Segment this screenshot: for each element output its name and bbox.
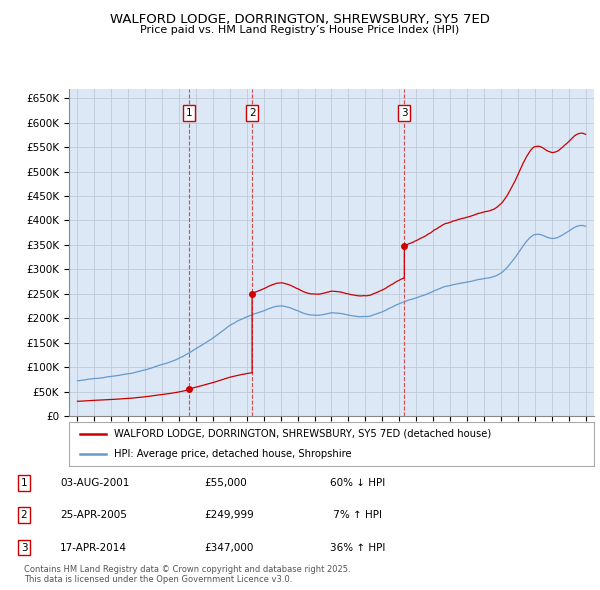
Text: £249,999: £249,999 xyxy=(204,510,254,520)
Text: 3: 3 xyxy=(20,543,28,552)
Text: WALFORD LODGE, DORRINGTON, SHREWSBURY, SY5 7ED (detached house): WALFORD LODGE, DORRINGTON, SHREWSBURY, S… xyxy=(113,429,491,439)
Text: 36% ↑ HPI: 36% ↑ HPI xyxy=(330,543,385,552)
Text: 2: 2 xyxy=(20,510,28,520)
Text: 3: 3 xyxy=(401,108,407,118)
Text: £347,000: £347,000 xyxy=(204,543,253,552)
Text: HPI: Average price, detached house, Shropshire: HPI: Average price, detached house, Shro… xyxy=(113,449,351,459)
Text: 1: 1 xyxy=(20,478,28,487)
Text: Price paid vs. HM Land Registry’s House Price Index (HPI): Price paid vs. HM Land Registry’s House … xyxy=(140,25,460,35)
Text: 25-APR-2005: 25-APR-2005 xyxy=(60,510,127,520)
Text: 17-APR-2014: 17-APR-2014 xyxy=(60,543,127,552)
Text: 1: 1 xyxy=(185,108,192,118)
Text: 60% ↓ HPI: 60% ↓ HPI xyxy=(330,478,385,487)
Text: 2: 2 xyxy=(249,108,256,118)
Text: Contains HM Land Registry data © Crown copyright and database right 2025.
This d: Contains HM Land Registry data © Crown c… xyxy=(24,565,350,584)
Text: £55,000: £55,000 xyxy=(204,478,247,487)
Text: 03-AUG-2001: 03-AUG-2001 xyxy=(60,478,130,487)
Text: 7% ↑ HPI: 7% ↑ HPI xyxy=(330,510,382,520)
Text: WALFORD LODGE, DORRINGTON, SHREWSBURY, SY5 7ED: WALFORD LODGE, DORRINGTON, SHREWSBURY, S… xyxy=(110,13,490,26)
